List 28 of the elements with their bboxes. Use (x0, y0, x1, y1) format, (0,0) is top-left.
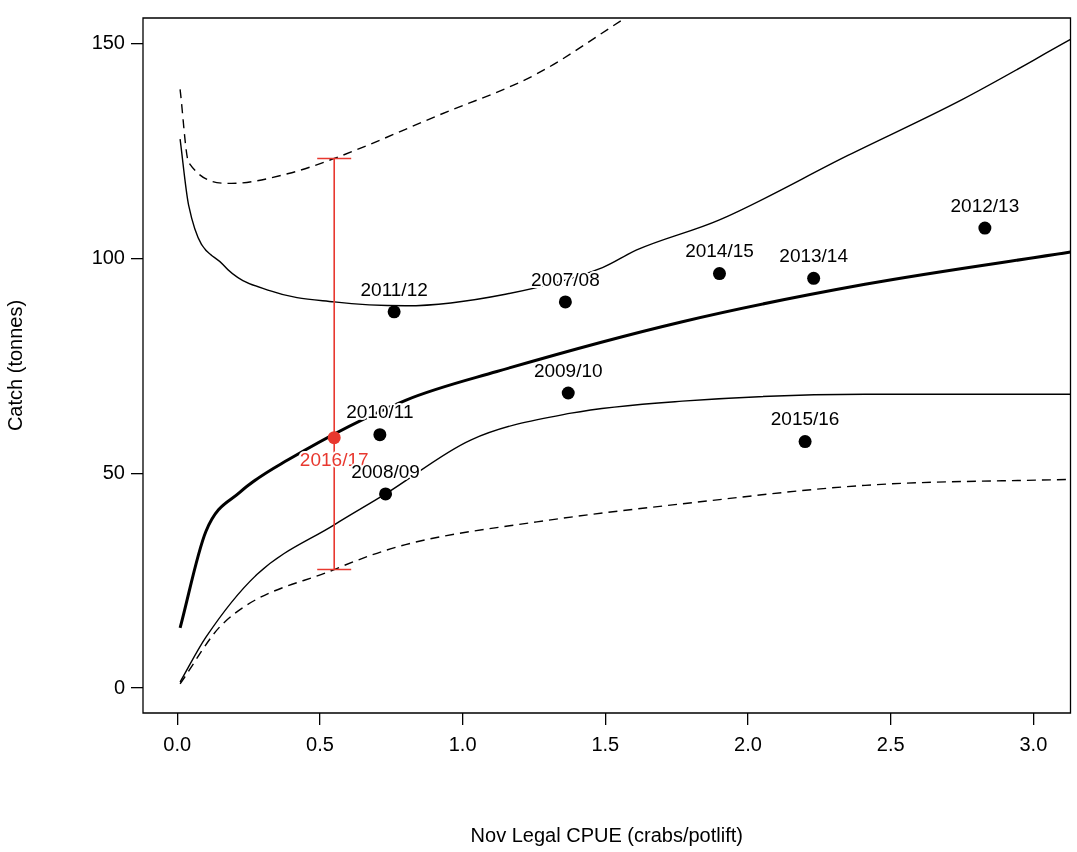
x-tick-label: 2.0 (734, 732, 762, 755)
point (798, 435, 812, 449)
annotation: 2014/15 (685, 240, 754, 262)
annotation: 2013/14 (779, 245, 849, 267)
y-tick-label: 150 (91, 31, 125, 54)
x-tick-label: 0.0 (163, 732, 192, 755)
point (379, 487, 393, 501)
y-tick-label: 50 (102, 460, 125, 483)
annotation: 2011/12 (360, 278, 428, 300)
annotation: 2009/10 (533, 359, 603, 381)
point (807, 271, 821, 285)
point (561, 386, 575, 400)
point (712, 267, 726, 281)
x-tick-label: 0.5 (306, 732, 334, 755)
y-tick-label: 100 (91, 246, 125, 269)
x-axis-title: Nov Legal CPUE (crabs/potlift) (470, 823, 743, 846)
x-tick-label: 3.0 (1019, 732, 1048, 755)
y-tick-label: 0 (113, 675, 125, 698)
point (978, 221, 992, 235)
point (373, 428, 387, 442)
x-tick-label: 2.5 (876, 732, 905, 755)
annotation: 2012/13 (950, 194, 1020, 216)
annotation: 2015/16 (770, 408, 840, 430)
x-tick-label: 1.5 (591, 732, 620, 755)
x-tick-label: 1.0 (448, 732, 477, 755)
point (387, 305, 401, 319)
y-axis-title: Catch (tonnes) (3, 299, 26, 432)
point (558, 295, 572, 309)
